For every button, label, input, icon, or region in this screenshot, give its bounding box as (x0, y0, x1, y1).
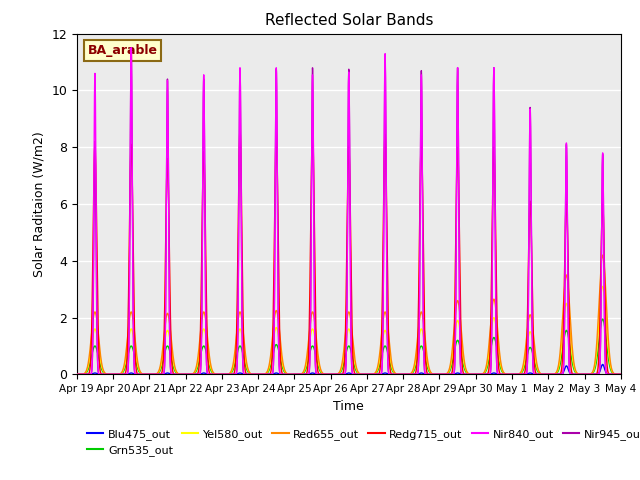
Y-axis label: Solar Raditaion (W/m2): Solar Raditaion (W/m2) (33, 131, 45, 277)
Legend: Blu475_out, Grn535_out, Yel580_out, Red655_out, Redg715_out, Nir840_out, Nir945_: Blu475_out, Grn535_out, Yel580_out, Red6… (83, 424, 640, 460)
Title: Reflected Solar Bands: Reflected Solar Bands (264, 13, 433, 28)
X-axis label: Time: Time (333, 400, 364, 413)
Text: BA_arable: BA_arable (88, 44, 157, 57)
